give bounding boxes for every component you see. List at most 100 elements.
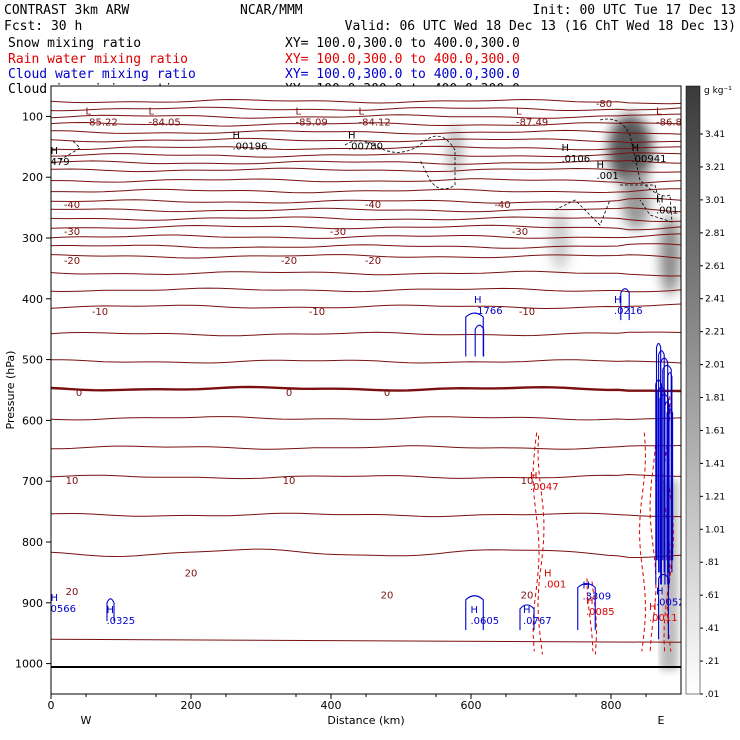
extremum-marker: L	[656, 106, 662, 117]
x-tick-label: 400	[321, 699, 342, 712]
cloud-water-contour-line	[666, 408, 674, 561]
extremum-value: .0047	[530, 482, 559, 493]
temperature-contour-line	[51, 445, 681, 450]
forecast-hour: Fcst: 30 h	[4, 19, 82, 34]
contour-value-label: -10	[309, 307, 325, 318]
cloud-water-contours	[106, 288, 674, 640]
extremum-value: .0085	[586, 607, 615, 618]
cloud-water-contour-line	[620, 288, 630, 321]
rain-contour-line	[537, 435, 545, 655]
rain-contour-line	[638, 432, 647, 652]
contour-value-label: -30	[64, 227, 80, 238]
extremum-marker: H	[614, 295, 622, 306]
colorbar-level-label: 1.61	[705, 426, 725, 436]
cloud-water-contour-line	[664, 401, 670, 585]
rain-contour-line	[586, 578, 594, 652]
temperature-contour-line	[51, 106, 681, 112]
cloud-ice-contour-line	[620, 184, 661, 206]
east-label: E	[658, 714, 665, 727]
contour-value-label: -20	[281, 256, 297, 267]
colorbar-level-label: 2.41	[705, 295, 725, 305]
x-tick-label: 0	[48, 699, 55, 712]
cloud-water-contour-line	[660, 357, 669, 585]
extremum-value: -84.12	[359, 117, 391, 128]
temperature-contour-line	[51, 331, 681, 337]
temperature-contour-line	[51, 512, 681, 518]
legend-cloudwater-xy: XY= 100.0,300.0 to 400.0,300.0	[285, 67, 520, 82]
temperature-contour-line	[51, 416, 681, 421]
temperature-contour-line	[51, 188, 681, 194]
extremum-marker: H	[649, 602, 657, 613]
extremum-value: .3309	[583, 592, 612, 603]
extremum-value: .0011	[649, 613, 678, 624]
colorbar-level-label: 1.21	[705, 492, 725, 502]
contour-value-label: -10	[92, 307, 108, 318]
y-tick-label: 200	[22, 171, 43, 184]
cloud-ice-contour-line	[554, 199, 611, 226]
extremum-marker: H	[471, 605, 479, 616]
extremum-value: .0052	[656, 598, 685, 609]
extremum-value: .001	[544, 579, 566, 590]
colorbar: 3.41 3.21 3.01 2.81 2.61 2.41 2.21 2.01 1.81 1.61…	[685, 85, 732, 700]
extremum-value: .0767	[523, 616, 552, 627]
y-tick-label: 500	[22, 354, 43, 367]
cloud-ice-contour-line	[59, 139, 81, 161]
cloud-water-contour-line	[465, 312, 484, 357]
temperature-contour-line	[51, 198, 681, 204]
temperature-contour-line	[51, 303, 681, 310]
colorbar-level-label: 3.41	[705, 130, 725, 140]
colorbar-level-label: .21	[705, 657, 719, 667]
temperature-contours	[51, 98, 681, 643]
contour-value-label: 20	[521, 591, 534, 602]
cloud-ice-contours	[59, 118, 673, 226]
contour-value-label: 10	[521, 476, 534, 487]
temperature-contour-line	[51, 287, 681, 293]
legend-cloudwater-label: Cloud water mixing ratio	[8, 67, 196, 82]
extremum-marker: H	[562, 143, 570, 154]
extremum-marker: H	[523, 605, 531, 616]
temperature-contour-line	[51, 473, 681, 480]
valid-time: Valid: 06 UTC Wed 18 Dec 13 (16 ChT Wed …	[345, 19, 736, 34]
extremum-marker: H	[530, 471, 538, 482]
temperature-contour-line	[51, 548, 681, 559]
colorbar-level-label: .61	[705, 591, 719, 601]
extremum-value: .0605	[471, 616, 500, 627]
temperature-contour-line	[51, 233, 681, 239]
extremum-marker: H	[233, 131, 241, 142]
temperature-contour-line	[51, 145, 681, 151]
extremum-marker: H	[632, 143, 640, 154]
init-time: Init: 00 UTC Tue 17 Dec 13	[533, 3, 737, 18]
contour-value-label: 0	[286, 388, 292, 399]
contour-value-label: -40	[494, 200, 510, 211]
colorbar-level-label: .81	[705, 558, 719, 568]
temperature-contour-line	[51, 113, 681, 119]
extremum-value: -84.05	[149, 117, 181, 128]
legend-snow-xy: XY= 100.0,300.0 to 400.0,300.0	[285, 36, 520, 51]
colorbar-level-label: 2.21	[705, 328, 725, 338]
extremum-marker: H	[51, 146, 59, 157]
extrema-labels: L-85.22L-84.05L-85.09L-84.12L-87.49L-86.…	[51, 106, 685, 627]
rain-contour-line	[591, 581, 598, 655]
temperature-contour-line	[51, 385, 681, 393]
extremum-value: 0566	[51, 604, 76, 615]
colorbar-level-label: 3.01	[705, 196, 725, 206]
extremum-value: .00196	[233, 142, 268, 153]
extremum-marker: H	[583, 581, 591, 592]
colorbar-level-label: .41	[705, 624, 719, 634]
legend-rain-xy: XY= 100.0,300.0 to 400.0,300.0	[285, 52, 520, 67]
extremum-marker: H	[348, 131, 356, 142]
cloud-water-contour-line	[655, 342, 662, 561]
y-tick-label: 800	[22, 536, 43, 549]
extremum-marker: H	[656, 195, 664, 206]
y-tick-label: 100	[22, 110, 43, 123]
contour-value-label: 20	[185, 569, 198, 580]
colorbar-level-label: 2.61	[705, 262, 725, 272]
y-axis: 100 200 300 400 500 600 700 800 900 1000	[15, 110, 51, 671]
cloud-water-contour-line	[577, 583, 596, 631]
y-axis-label: Pressure (hPa)	[4, 351, 17, 430]
extremum-value: .0106	[562, 154, 591, 165]
colorbar-level-label: 1.81	[705, 394, 725, 404]
extremum-marker: L	[296, 106, 302, 117]
y-tick-label: 1000	[15, 658, 43, 671]
contour-value-label: 20	[381, 591, 394, 602]
